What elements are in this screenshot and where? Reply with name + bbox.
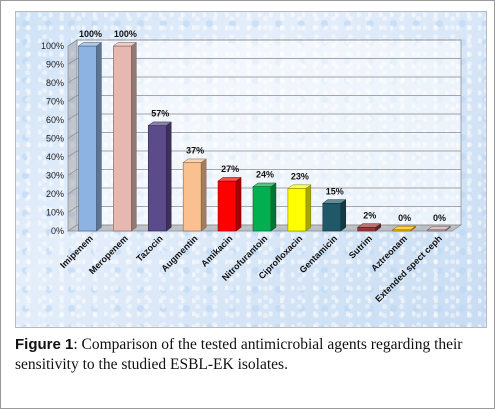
gridline <box>67 169 461 176</box>
y-tick-label: 80% <box>46 78 64 88</box>
bar-side <box>305 184 312 232</box>
bar-top <box>182 158 207 163</box>
gridline <box>67 187 461 195</box>
data-label: 57% <box>151 109 169 119</box>
bar-front <box>287 188 307 232</box>
caption-label-word: Figure <box>15 336 61 353</box>
bar-side <box>340 199 347 232</box>
bar <box>287 184 312 232</box>
data-label: 100% <box>114 29 137 39</box>
bar-front <box>322 202 342 232</box>
gridline <box>67 39 461 47</box>
figure-caption: Figure 1: Comparison of the tested antim… <box>15 335 485 375</box>
data-label: 2% <box>363 210 376 220</box>
category-label: Imipenem <box>58 233 95 270</box>
bar-top <box>77 42 103 47</box>
y-tick-label: 70% <box>46 97 64 107</box>
y-tick-label: 60% <box>46 115 64 125</box>
bar <box>426 225 452 232</box>
data-label: 23% <box>291 171 309 181</box>
bar-side <box>200 158 207 232</box>
bar <box>322 199 347 232</box>
category-label: Gentamicin <box>298 233 340 275</box>
category-label: Amikacin <box>199 233 234 268</box>
bar <box>77 41 103 232</box>
bar <box>356 223 382 232</box>
chart-area: 0% 10% 20% 30% 40% 50% 60% 70% 80% 90% 100% 100% Imi… <box>15 11 487 328</box>
caption-text: : Comparison of the tested antimicrobial… <box>15 336 463 373</box>
bar-front <box>113 45 132 232</box>
bar-front <box>217 180 237 232</box>
data-label: 15% <box>326 186 344 196</box>
bar-chart: 0% 10% 20% 30% 40% 50% 60% 70% 80% 90% 100% 100% Imi… <box>41 29 463 304</box>
bar-side <box>166 121 172 232</box>
bar-front <box>357 227 377 232</box>
bar-front <box>252 186 272 232</box>
bar-front <box>78 45 97 232</box>
gridline <box>67 76 461 84</box>
y-tick-label: 90% <box>46 60 64 70</box>
data-label: 27% <box>221 164 239 174</box>
y-tick-label: 40% <box>46 152 64 162</box>
gridline <box>67 132 461 139</box>
bar-side <box>96 41 102 232</box>
gridline <box>67 113 461 121</box>
bar <box>182 158 207 232</box>
bar-top <box>252 182 277 187</box>
bar-top <box>426 225 452 231</box>
data-label: 0% <box>398 213 411 223</box>
bar-front <box>147 125 167 232</box>
bar-side <box>131 41 137 232</box>
bar <box>147 121 172 232</box>
caption-label: Figure 1 <box>15 336 73 353</box>
category-label: Sutrim <box>347 233 374 260</box>
bar-front <box>182 162 202 232</box>
bar-top <box>322 199 347 204</box>
y-tick-label: 0% <box>51 226 64 236</box>
y-tick-label: 30% <box>46 171 64 181</box>
data-label: 37% <box>186 146 204 156</box>
gridline <box>67 58 461 65</box>
bar-top <box>147 121 172 126</box>
bar-top <box>356 223 382 228</box>
bar <box>391 225 417 232</box>
y-tick-label: 10% <box>46 208 64 218</box>
y-tick-label: 20% <box>46 189 64 199</box>
data-label: 24% <box>256 170 274 180</box>
y-tick-label: 100% <box>41 41 64 51</box>
bar <box>252 182 277 232</box>
bar-top <box>217 177 242 182</box>
category-label: Augmentin <box>159 233 199 273</box>
bar <box>217 176 242 232</box>
y-tick-label: 50% <box>46 134 64 144</box>
data-label: 100% <box>79 29 102 39</box>
bar <box>112 41 138 232</box>
caption-label-number: 1 <box>65 336 74 353</box>
bar-top <box>112 42 138 47</box>
bar-side <box>270 182 277 232</box>
data-label: 0% <box>433 213 446 223</box>
category-label: Tazocin <box>134 233 164 263</box>
bar-top <box>391 225 417 231</box>
bar-top <box>287 184 312 189</box>
gridline <box>67 150 461 158</box>
gridline <box>67 95 461 102</box>
category-label: Extended spect ceph <box>373 233 444 304</box>
bar-side <box>235 176 242 232</box>
